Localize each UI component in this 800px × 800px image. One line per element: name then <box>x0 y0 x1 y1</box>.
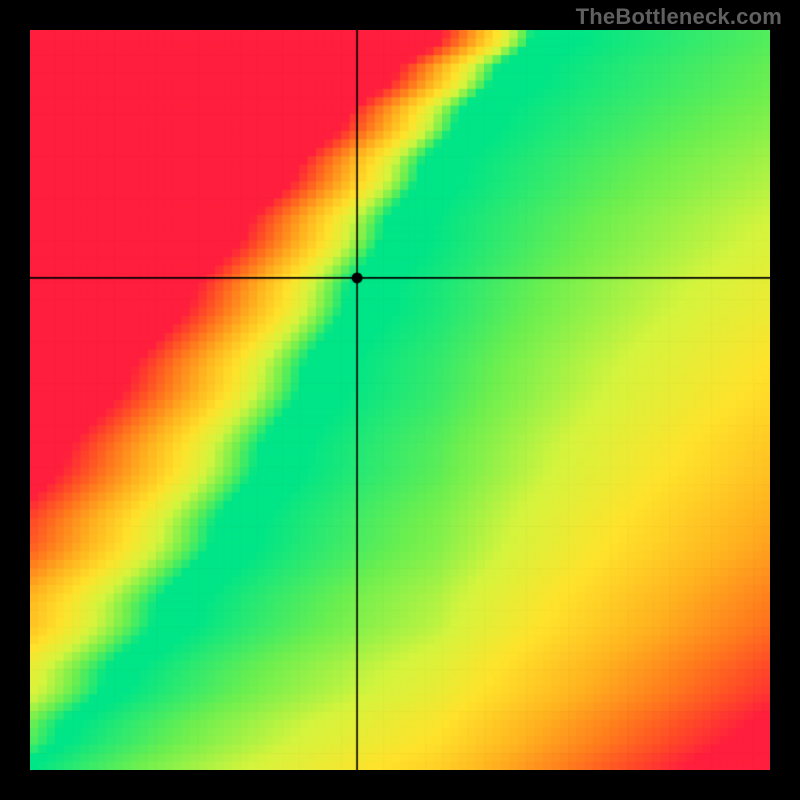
watermark-text: TheBottleneck.com <box>576 4 782 30</box>
chart-container: TheBottleneck.com <box>0 0 800 800</box>
heatmap-canvas <box>30 30 770 770</box>
